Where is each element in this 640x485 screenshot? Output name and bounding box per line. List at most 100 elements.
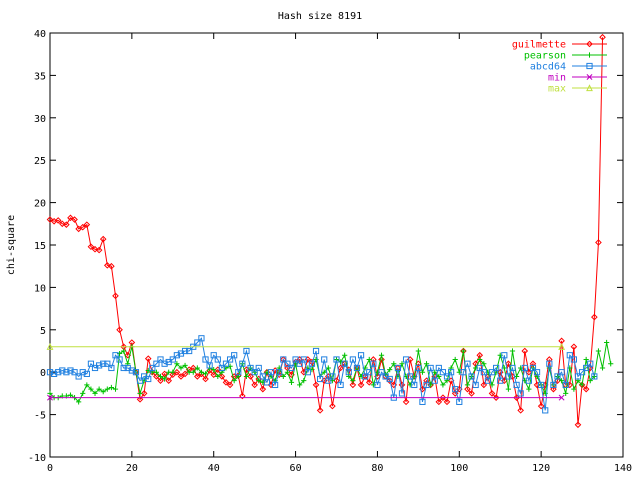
- data-point-abcd64: [366, 369, 373, 376]
- data-point-abcd64: [288, 364, 295, 372]
- series-line-guilmette: [49, 37, 604, 425]
- y-tick-label: -5: [34, 411, 46, 422]
- data-point-abcd64: [460, 369, 467, 376]
- data-point-guilmette: [112, 292, 119, 300]
- data-point-guilmette: [144, 355, 152, 362]
- data-point-abcd64: [513, 381, 520, 389]
- y-axis-label: chi-square: [6, 215, 17, 275]
- data-point-guilmette: [46, 216, 54, 223]
- data-point-pearson: [297, 382, 303, 388]
- data-point-abcd64: [521, 364, 528, 372]
- data-point-abcd64: [439, 369, 447, 376]
- data-point-guilmette: [67, 214, 74, 222]
- data-point-guilmette: [116, 326, 123, 334]
- data-point-guilmette: [79, 223, 87, 231]
- data-point-abcd64: [583, 364, 590, 372]
- data-point-guilmette: [439, 394, 447, 401]
- data-point-abcd64: [341, 360, 348, 367]
- data-point-pearson: [243, 373, 250, 380]
- data-point-abcd64: [308, 360, 316, 367]
- data-point-abcd64: [149, 364, 156, 372]
- data-point-abcd64: [108, 364, 115, 372]
- data-point-pearson: [112, 386, 119, 392]
- data-point-guilmette: [108, 262, 115, 270]
- data-point-abcd64: [325, 377, 332, 384]
- data-point-abcd64: [353, 364, 361, 372]
- data-point-pearson: [104, 386, 110, 392]
- data-point-pearson: [509, 348, 516, 354]
- data-point-abcd64: [374, 381, 381, 389]
- data-point-pearson: [170, 369, 176, 375]
- data-point-pearson: [284, 369, 290, 375]
- series-max: [46, 343, 566, 350]
- data-point-abcd64: [533, 369, 541, 376]
- data-point-pearson: [440, 382, 446, 388]
- legend-marker: [586, 40, 593, 48]
- data-point-abcd64: [161, 360, 168, 367]
- data-point-abcd64: [407, 373, 414, 380]
- data-point-abcd64: [280, 356, 287, 363]
- data-point-pearson: [579, 382, 585, 388]
- data-point-guilmette: [525, 368, 533, 376]
- data-point-pearson: [583, 356, 589, 363]
- series-lines: [46, 33, 614, 429]
- data-point-pearson: [121, 348, 127, 354]
- data-point-abcd64: [100, 360, 107, 367]
- chart-title: Hash size 8191: [278, 11, 362, 22]
- data-point-abcd64: [488, 369, 496, 376]
- data-point-guilmette: [251, 381, 258, 389]
- data-point-abcd64: [267, 369, 275, 376]
- data-point-abcd64: [423, 381, 430, 389]
- axis-ticks: 0 20 40 60 80 100 120 140 -10 -5 0 5 10 15 20 25 30 35 40: [28, 29, 632, 474]
- data-point-pearson: [100, 389, 106, 395]
- data-point-guilmette: [239, 392, 246, 400]
- data-point-guilmette: [157, 377, 164, 384]
- data-point-guilmette: [312, 381, 320, 389]
- data-point-pearson: [587, 378, 593, 384]
- data-point-guilmette: [316, 407, 324, 414]
- data-point-abcd64: [173, 352, 180, 359]
- data-point-max: [46, 343, 54, 350]
- data-point-abcd64: [284, 360, 291, 367]
- data-point-pearson: [231, 378, 237, 384]
- data-point-abcd64: [222, 360, 230, 367]
- data-point-pearson: [301, 378, 307, 384]
- data-point-abcd64: [169, 356, 176, 363]
- data-point-abcd64: [59, 367, 66, 374]
- data-point-pearson: [198, 369, 205, 375]
- data-point-abcd64: [300, 356, 307, 363]
- data-point-guilmette: [83, 221, 91, 228]
- y-tick-label: -10: [28, 453, 46, 464]
- data-point-abcd64: [427, 364, 434, 372]
- x-tick-label: 40: [208, 463, 220, 474]
- data-point-guilmette: [247, 373, 254, 380]
- data-point-guilmette: [337, 364, 344, 372]
- y-tick-label: 10: [34, 283, 46, 294]
- data-point-abcd64: [46, 369, 54, 376]
- data-point-abcd64: [501, 352, 508, 359]
- data-point-pearson: [80, 390, 86, 396]
- data-point-pearson: [599, 365, 606, 371]
- x-tick-label: 100: [450, 463, 468, 474]
- data-point-guilmette: [570, 343, 578, 351]
- data-point-pearson: [436, 373, 442, 380]
- data-point-guilmette: [222, 379, 230, 386]
- data-point-abcd64: [574, 373, 582, 380]
- data-point-pearson: [460, 348, 466, 354]
- data-point-pearson: [477, 356, 483, 363]
- data-point-guilmette: [451, 390, 459, 397]
- data-point-pearson: [153, 369, 160, 375]
- data-point-abcd64: [231, 352, 238, 359]
- data-point-pearson: [608, 361, 614, 367]
- data-point-abcd64: [472, 381, 479, 389]
- data-point-abcd64: [362, 373, 369, 380]
- data-point-pearson: [571, 386, 577, 392]
- data-point-abcd64: [136, 377, 144, 384]
- y-tick-label: 25: [34, 156, 46, 167]
- data-point-abcd64: [251, 369, 258, 376]
- data-point-abcd64: [226, 356, 234, 363]
- data-point-guilmette: [194, 373, 201, 380]
- data-point-guilmette: [169, 371, 177, 379]
- x-tick-label: 60: [290, 463, 302, 474]
- data-point-guilmette: [505, 360, 512, 368]
